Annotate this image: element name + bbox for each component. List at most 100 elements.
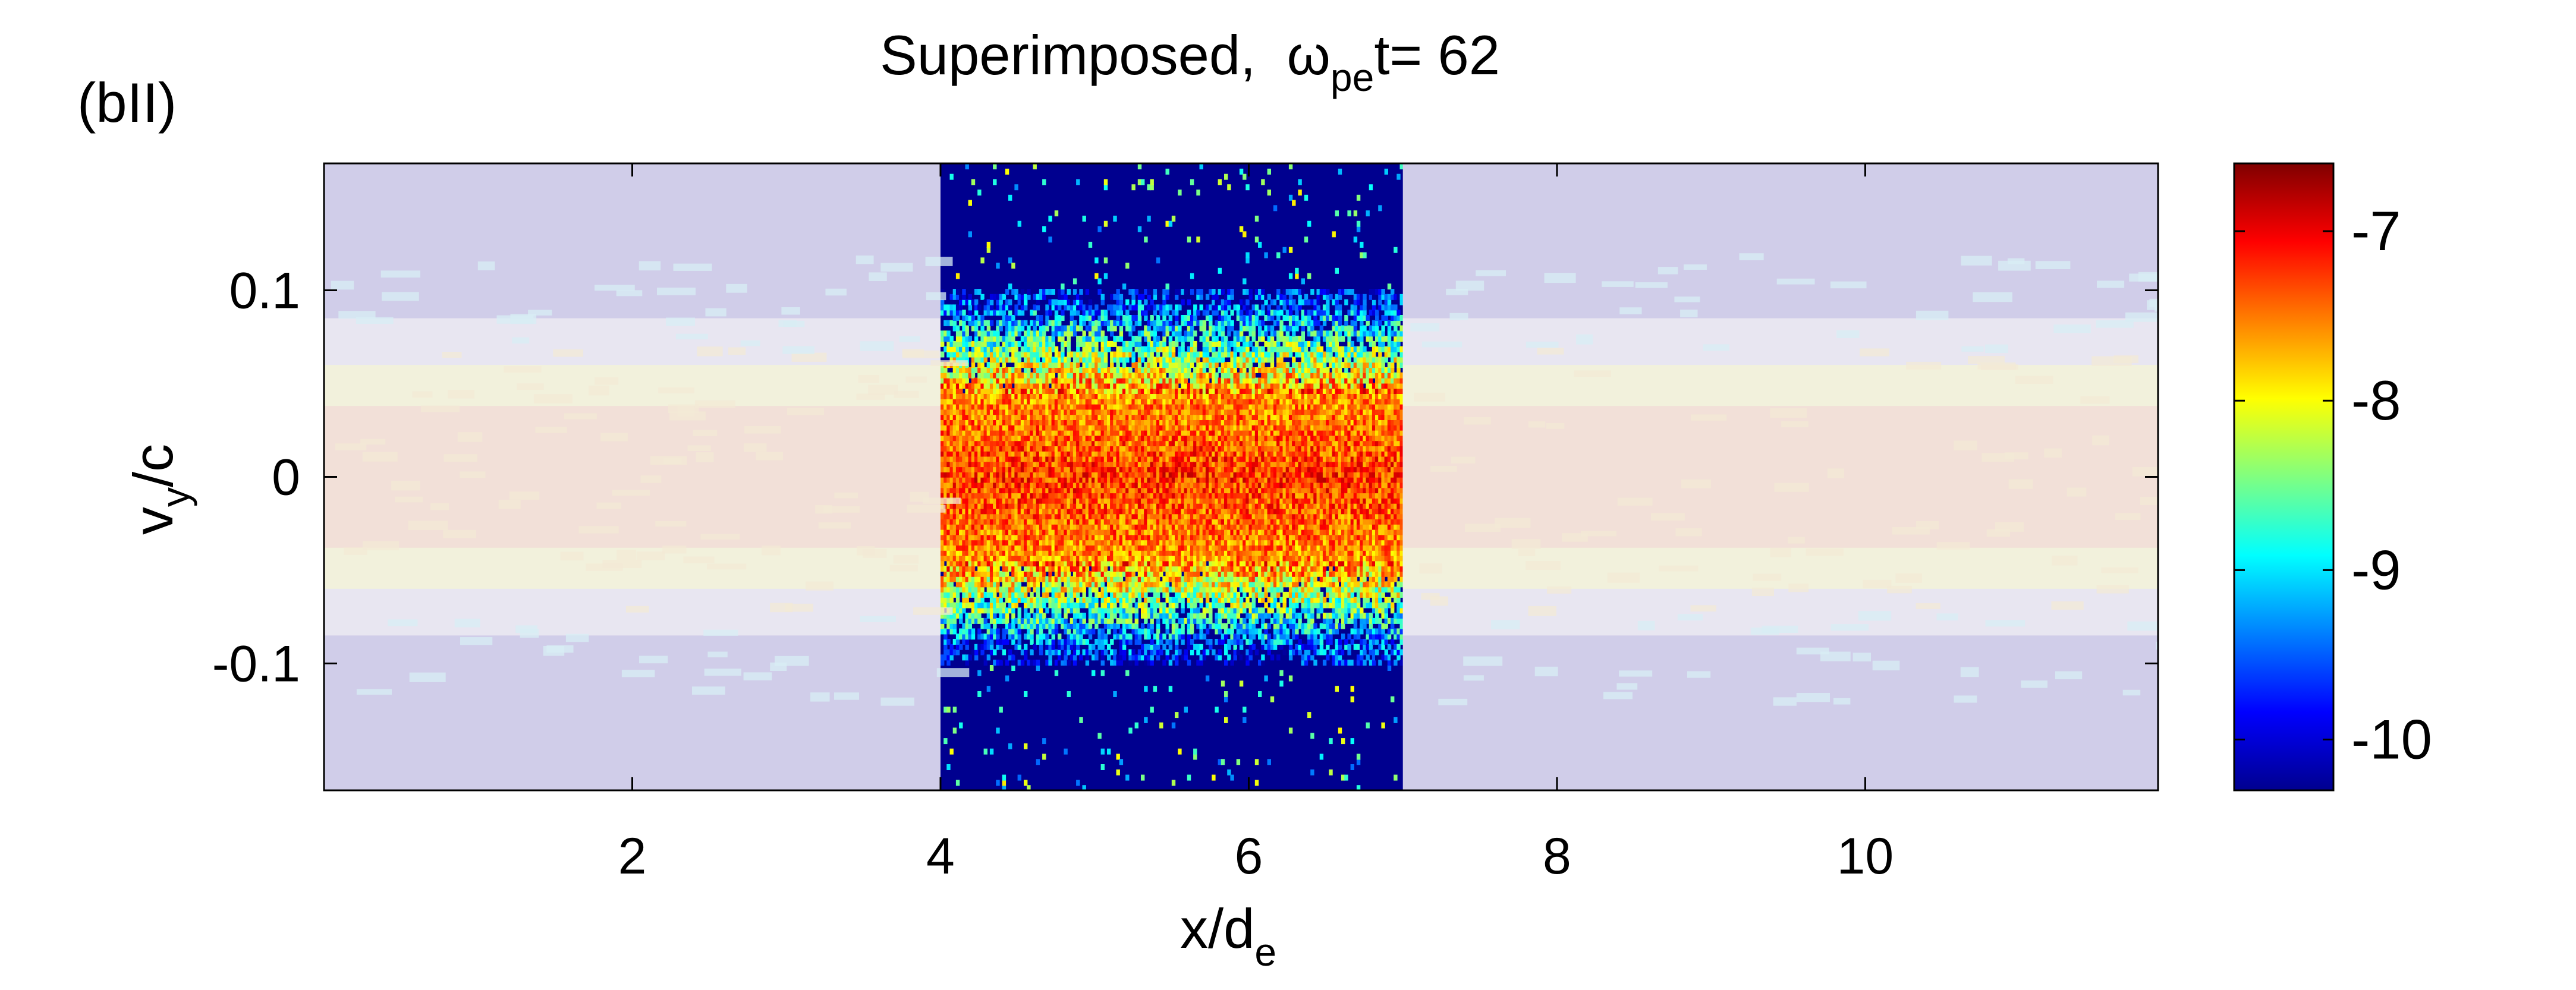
heatmap-cell <box>971 524 976 530</box>
heatmap-cell <box>1128 346 1133 352</box>
heatmap-cell <box>1162 633 1166 640</box>
heatmap-cell <box>1128 503 1133 509</box>
heatmap-cell <box>1033 518 1037 525</box>
heatmap-cell <box>1116 769 1120 775</box>
heatmap-cell <box>1088 617 1093 624</box>
heatmap-cell <box>1036 534 1040 541</box>
heatmap-cell <box>1128 325 1133 332</box>
heatmap-cell <box>1085 513 1090 519</box>
heatmap-cell <box>1072 487 1077 494</box>
heatmap-cell <box>1107 398 1111 405</box>
heatmap-cell <box>993 566 997 572</box>
heatmap-cell <box>1079 357 1083 363</box>
heatmap-cell <box>1134 560 1138 567</box>
heatmap-cell <box>1141 330 1145 337</box>
heatmap-cell <box>1137 398 1142 405</box>
heatmap-cell <box>1144 336 1148 342</box>
heatmap-cell <box>949 310 954 316</box>
heatmap-cell <box>1113 445 1117 452</box>
heatmap-cell <box>1168 477 1173 483</box>
heatmap-cell <box>1094 435 1099 442</box>
heatmap-cell <box>1058 649 1062 655</box>
heatmap-cell <box>1064 649 1068 655</box>
heatmap-cell <box>946 430 951 436</box>
heatmap-cell <box>1030 362 1034 368</box>
heatmap-cell <box>1045 367 1049 373</box>
heatmap-cell <box>949 581 954 588</box>
heatmap-cell <box>1134 540 1138 546</box>
heatmap-cell <box>996 440 1000 446</box>
heatmap-cell <box>1144 461 1148 468</box>
heatmap-cell <box>1113 691 1117 697</box>
heatmap-cell <box>1165 393 1169 399</box>
heatmap-cell <box>1072 477 1077 483</box>
heatmap-cell <box>983 424 987 431</box>
heatmap-cell <box>1045 544 1049 551</box>
heatmap-cell <box>993 450 997 457</box>
heatmap-cell <box>1076 591 1080 598</box>
heatmap-cell <box>1024 691 1028 697</box>
heatmap-cell <box>1107 524 1111 530</box>
heatmap-cell <box>1072 508 1077 515</box>
heatmap-cell <box>1178 560 1182 567</box>
heatmap-cell <box>1094 513 1099 519</box>
heatmap-cell <box>1017 587 1021 593</box>
heatmap-cell <box>952 508 957 515</box>
heatmap-cell <box>1088 466 1093 472</box>
heatmap-cell <box>1125 340 1130 347</box>
heatmap-cell <box>971 450 976 457</box>
heatmap-cell <box>999 497 1003 504</box>
heatmap-cell <box>1027 383 1031 389</box>
heatmap-cell <box>1048 388 1052 394</box>
heatmap-cell <box>1024 346 1028 352</box>
heatmap-cell <box>955 414 960 420</box>
heatmap-cell <box>989 445 994 452</box>
heatmap-cell <box>1036 607 1040 614</box>
heatmap-cell <box>1017 294 1021 300</box>
heatmap-cell <box>993 435 997 442</box>
heatmap-cell <box>1128 289 1133 295</box>
heatmap-cell <box>1088 440 1093 446</box>
heatmap-cell <box>1033 419 1037 425</box>
heatmap-cell <box>943 393 948 399</box>
heatmap-cell <box>989 524 994 530</box>
heatmap-cell <box>1116 487 1120 494</box>
heatmap-cell <box>993 351 997 358</box>
heatmap-cell <box>1162 294 1166 300</box>
heatmap-cell <box>1039 544 1043 551</box>
heatmap-cell <box>1165 555 1169 562</box>
heatmap-cell <box>1011 377 1015 384</box>
heatmap-cell <box>1039 367 1043 373</box>
heatmap-cell <box>1122 555 1127 562</box>
heatmap-cell <box>1122 534 1127 541</box>
heatmap-cell <box>1079 461 1083 468</box>
heatmap-cell <box>983 566 987 572</box>
heatmap-cell <box>1051 304 1055 311</box>
heatmap-cell <box>1014 529 1018 535</box>
heatmap-cell <box>1110 529 1114 535</box>
heatmap-cell <box>1092 534 1096 541</box>
heatmap-cell <box>1150 330 1154 337</box>
heatmap-cell <box>1072 393 1077 399</box>
heatmap-cell <box>959 566 963 572</box>
heatmap-cell <box>1119 759 1124 765</box>
heatmap-cell <box>1156 456 1160 462</box>
heatmap-cell <box>1094 388 1099 394</box>
heatmap-cell <box>1008 299 1012 305</box>
heatmap-cell <box>980 340 985 347</box>
heatmap-cell <box>1153 440 1158 446</box>
heatmap-cell <box>1042 325 1046 332</box>
heatmap-cell <box>1131 513 1136 519</box>
heatmap-cell <box>1134 367 1138 373</box>
heatmap-cell <box>1103 372 1108 379</box>
heatmap-cell <box>1156 445 1160 452</box>
heatmap-cell <box>1159 534 1163 541</box>
heatmap-cell <box>1165 414 1169 420</box>
heatmap-cell <box>959 576 963 582</box>
heatmap-cell <box>1113 591 1117 598</box>
heatmap-cell <box>946 639 951 645</box>
heatmap-cell <box>1156 570 1160 577</box>
heatmap-cell <box>1103 440 1108 446</box>
heatmap-cell <box>1162 351 1166 358</box>
heatmap-cell <box>1036 633 1040 640</box>
